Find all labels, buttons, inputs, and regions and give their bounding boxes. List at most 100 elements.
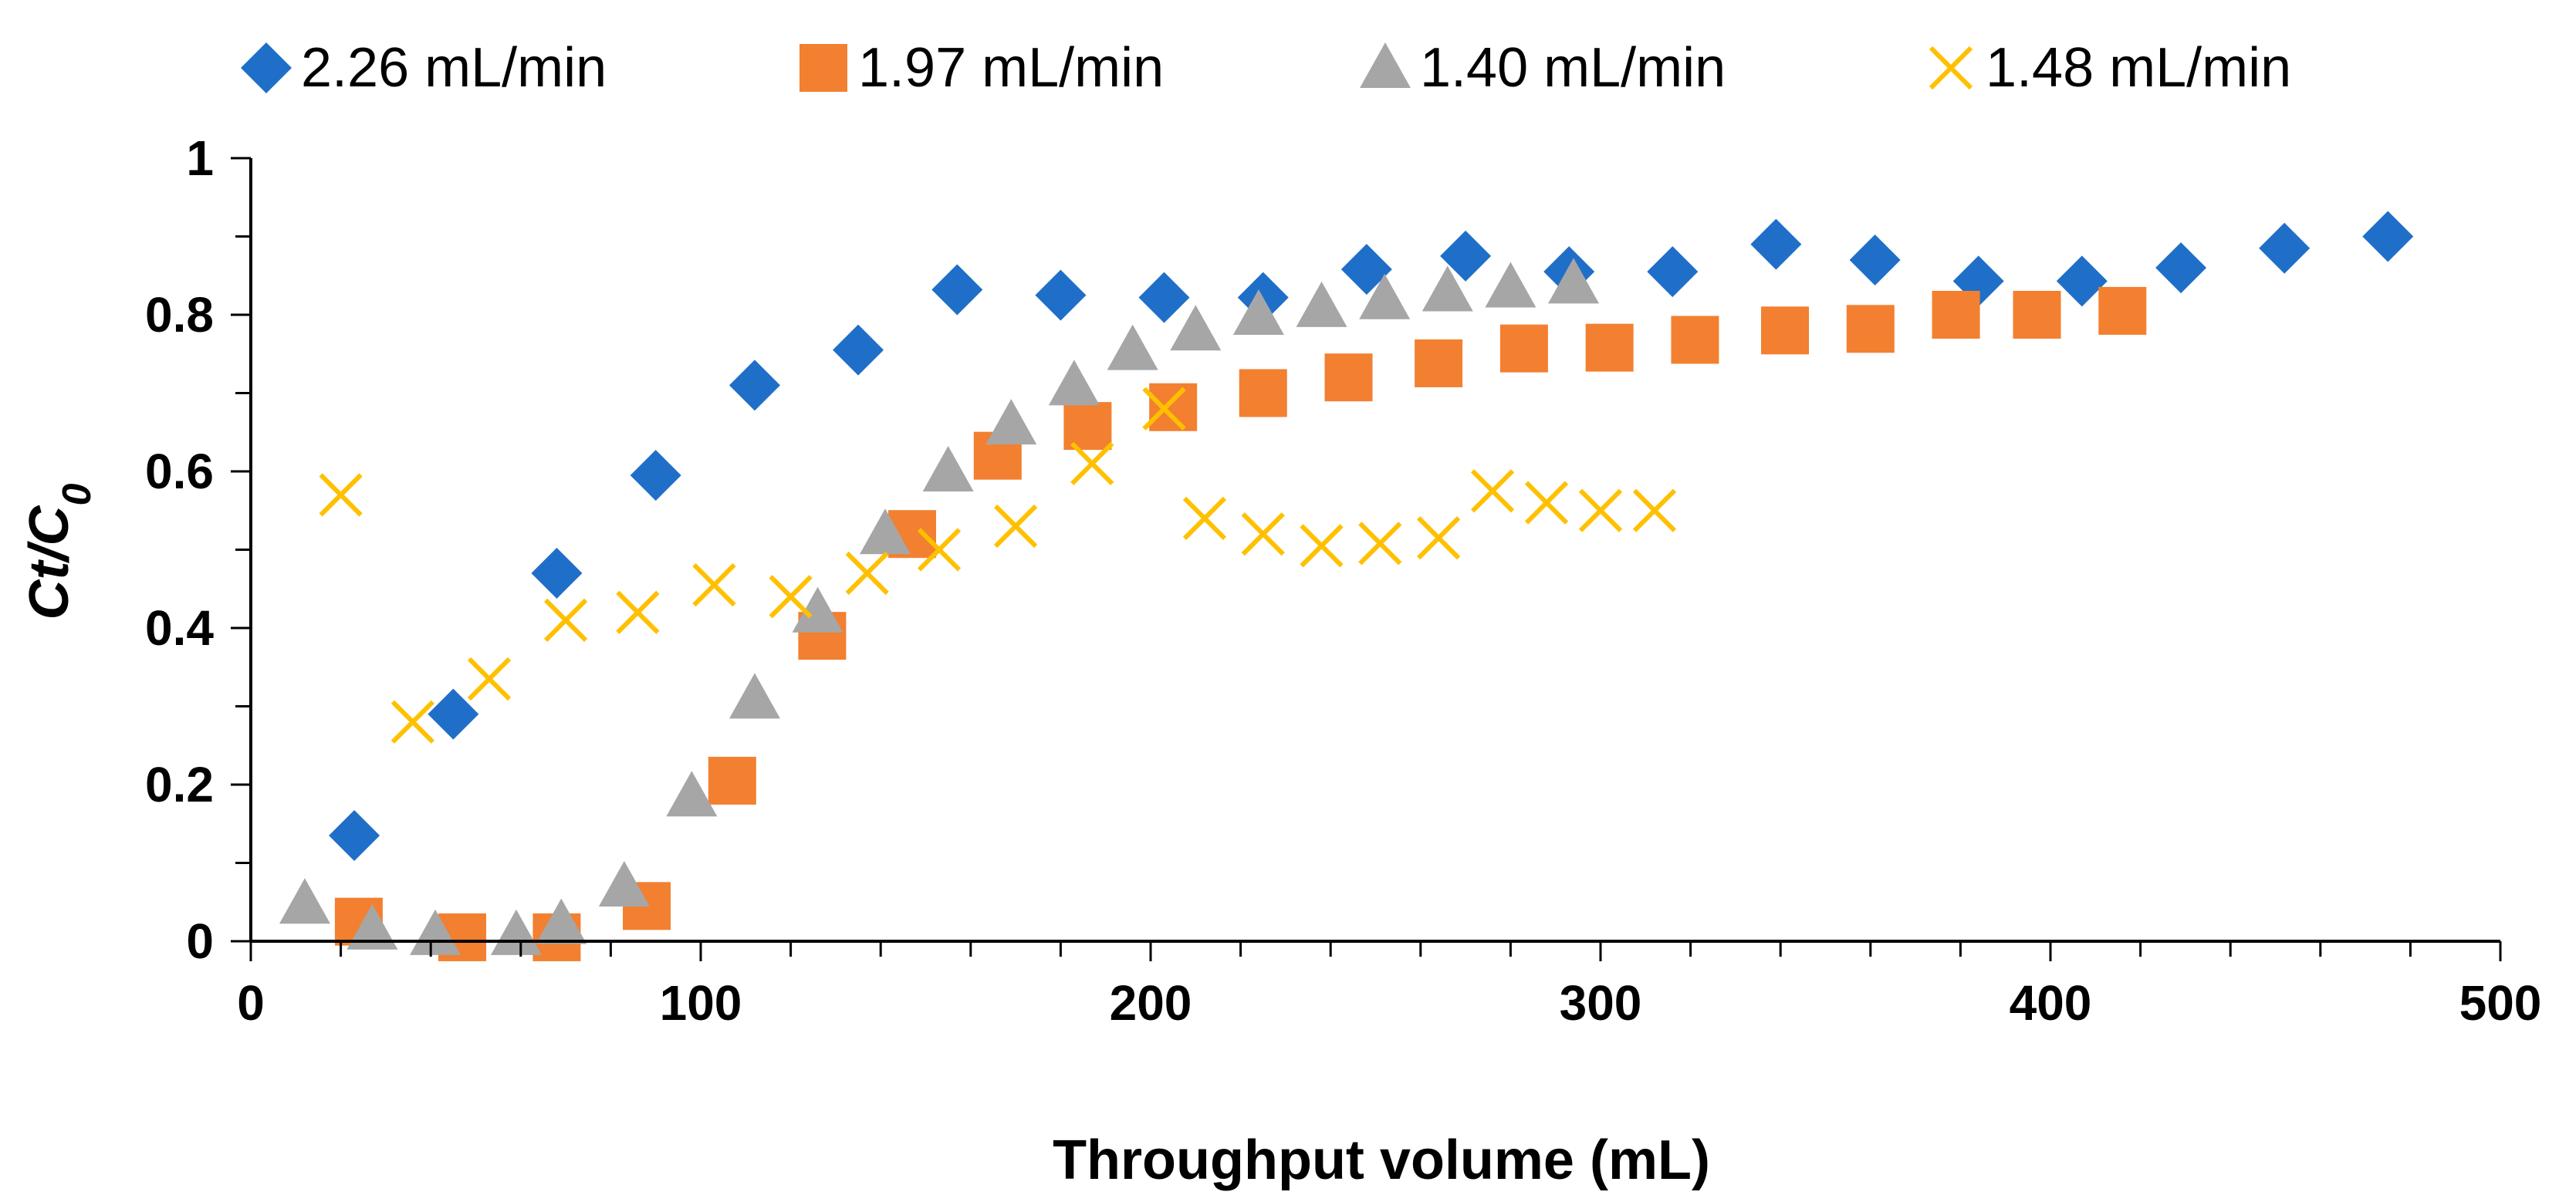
- series-1: [329, 211, 2414, 861]
- data-point: [860, 508, 911, 555]
- data-point: [1932, 291, 1980, 339]
- y-tick-label: 0.4: [145, 600, 214, 656]
- data-point: [531, 547, 583, 599]
- data-markers: [279, 211, 2414, 961]
- data-point: [410, 909, 461, 955]
- data-point: [985, 399, 1037, 445]
- data-point: [708, 756, 756, 805]
- x-tick-label: 300: [1560, 975, 1642, 1031]
- tick-labels: 0 100 200 300 400 500 0 0.2 0.4 0.6 0.8 1: [145, 130, 2541, 1031]
- data-point: [1035, 269, 1087, 321]
- data-point: [630, 450, 681, 501]
- x-axis-title: Throughput volume (mL): [1053, 1129, 1710, 1191]
- data-point: [2056, 255, 2108, 307]
- data-point: [917, 528, 962, 572]
- data-point: [536, 898, 587, 944]
- series-4: [319, 387, 1677, 744]
- data-point: [1440, 230, 1492, 282]
- legend-marker: [1929, 46, 1973, 90]
- data-point: [1548, 258, 1600, 304]
- data-point: [1296, 281, 1347, 327]
- data-point: [993, 504, 1038, 549]
- data-point: [390, 700, 435, 744]
- data-point: [1359, 273, 1411, 319]
- data-point: [1485, 262, 1536, 308]
- legend-marker: [1360, 42, 1411, 88]
- data-point: [1647, 246, 1699, 298]
- x-tick-label: 0: [237, 975, 265, 1031]
- data-point: [2013, 291, 2061, 339]
- chart-legend: 2.26 mL/min 1.97 mL/min 1.40 mL/min 1.48 mL…: [241, 37, 2291, 99]
- data-point: [467, 657, 512, 701]
- x-tick-label: 500: [2459, 975, 2542, 1031]
- data-point: [845, 551, 889, 596]
- data-point: [329, 809, 380, 861]
- data-point: [1846, 305, 1895, 353]
- data-point: [1750, 218, 1802, 270]
- data-point: [1142, 387, 1186, 430]
- data-point: [1761, 306, 1810, 355]
- data-point: [1340, 244, 1392, 295]
- data-point: [1048, 360, 1100, 406]
- legend-item: 1.48 mL/min: [1929, 37, 2291, 99]
- legend-label: 1.40 mL/min: [1420, 37, 1726, 99]
- data-point: [1358, 522, 1402, 566]
- data-point: [1149, 383, 1198, 431]
- data-point: [2362, 211, 2414, 262]
- data-point: [1671, 316, 1719, 364]
- data-point: [319, 473, 363, 517]
- legend-item: 1.97 mL/min: [800, 37, 1164, 99]
- data-point: [1524, 481, 1569, 525]
- series-2: [334, 286, 2147, 961]
- data-point: [1239, 369, 1287, 417]
- data-point: [543, 598, 588, 642]
- data-point: [1578, 488, 1623, 532]
- y-tick-label: 1: [186, 130, 214, 186]
- data-point: [1138, 272, 1190, 323]
- data-point: [1182, 496, 1227, 541]
- legend-item: 1.40 mL/min: [1360, 37, 1726, 99]
- data-point: [2098, 286, 2147, 335]
- data-point: [1232, 289, 1284, 335]
- legend-label: 2.26 mL/min: [301, 37, 607, 99]
- data-point: [1585, 323, 1634, 372]
- data-point: [666, 771, 718, 817]
- legend-marker: [800, 44, 847, 92]
- data-point: [347, 903, 398, 950]
- x-tick-label: 400: [2010, 975, 2092, 1031]
- data-point: [1063, 402, 1112, 451]
- y-tick-label: 0: [186, 913, 214, 969]
- data-point: [2155, 242, 2207, 294]
- data-point: [1070, 441, 1114, 485]
- y-tick-label: 0.2: [145, 757, 214, 812]
- x-tick-label: 200: [1110, 975, 1192, 1031]
- data-point: [729, 673, 780, 719]
- data-point: [931, 264, 983, 316]
- data-point: [792, 586, 843, 633]
- data-point: [1241, 512, 1285, 556]
- data-point: [616, 590, 660, 634]
- data-point: [428, 688, 479, 740]
- plot-area: [231, 157, 2502, 961]
- data-point: [279, 878, 330, 924]
- data-point: [769, 575, 813, 619]
- axes: [231, 157, 2502, 961]
- data-point: [1632, 488, 1677, 532]
- legend-label: 1.97 mL/min: [858, 37, 1164, 99]
- data-point: [692, 563, 736, 607]
- x-tick-label: 100: [660, 975, 742, 1031]
- data-point: [1499, 324, 1548, 373]
- data-point: [1324, 353, 1373, 402]
- data-point: [1300, 524, 1344, 568]
- data-point: [598, 860, 650, 907]
- y-tick-label: 0.8: [145, 287, 214, 343]
- data-point: [1170, 305, 1222, 351]
- data-point: [1422, 265, 1473, 312]
- data-point: [1107, 324, 1158, 370]
- y-axis-title: Ct/C0: [19, 483, 100, 620]
- y-tick-label: 0.6: [145, 444, 214, 499]
- data-point: [1415, 339, 1463, 387]
- series-3: [279, 258, 1600, 955]
- data-point: [490, 909, 542, 955]
